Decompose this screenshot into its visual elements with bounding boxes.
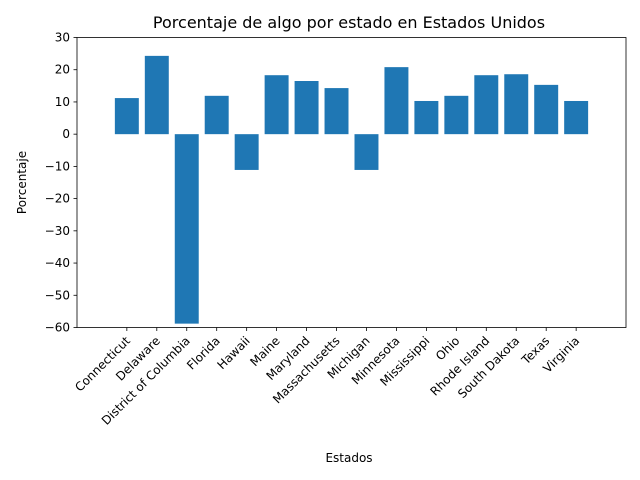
bar-maine [264, 75, 289, 135]
y-tick-label: 20 [55, 63, 70, 77]
bar-district-of-columbia [174, 134, 199, 324]
bar-rhode-island [474, 75, 499, 135]
y-tick-label: −20 [45, 192, 70, 206]
bar-virginia [564, 100, 589, 135]
bar-massachusetts [324, 88, 349, 135]
bar-michigan [354, 134, 379, 170]
x-axis-label: Estados [325, 451, 372, 465]
y-tick-label: 10 [55, 95, 70, 109]
bar-hawaii [234, 134, 259, 170]
y-axis-ticks: 30 20 10 0 −10 −20 −30 −40 −50 −60 [45, 31, 77, 335]
bar-mississippi [414, 100, 439, 135]
chart-title: Porcentaje de algo por estado en Estados… [153, 13, 545, 32]
bar-texas [534, 84, 559, 135]
bar-maryland [294, 81, 319, 135]
y-tick-label: −40 [45, 256, 70, 270]
bar-ohio [444, 95, 469, 135]
y-axis-label: Porcentaje [15, 151, 29, 214]
bar-florida [204, 95, 229, 135]
y-tick-label: −50 [45, 288, 70, 302]
plot-frame [76, 37, 627, 328]
bar-minnesota [384, 67, 409, 135]
y-tick-label: 30 [55, 31, 70, 45]
bar-connecticut [114, 98, 139, 135]
y-tick-label: −60 [45, 321, 70, 335]
bar-south-dakota [504, 74, 529, 135]
y-tick-label: 0 [62, 127, 70, 141]
bars-group [114, 55, 589, 324]
bar-delaware [144, 55, 169, 135]
y-tick-label: −10 [45, 159, 70, 173]
y-tick-label: −30 [45, 224, 70, 238]
